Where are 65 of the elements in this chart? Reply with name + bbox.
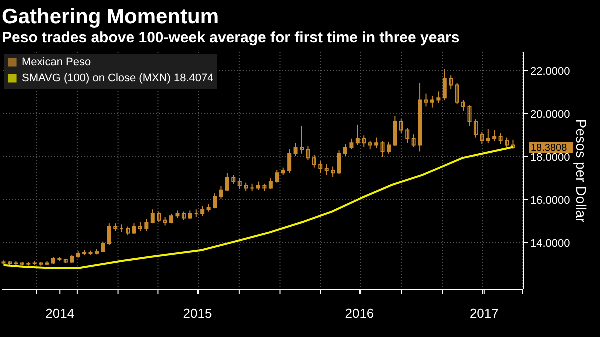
x-tick-label: 2017 bbox=[470, 306, 499, 321]
candlestick bbox=[312, 154, 316, 168]
y-axis-title: Pesos per Dollar bbox=[573, 119, 590, 224]
candlestick bbox=[170, 213, 174, 224]
candlestick bbox=[399, 119, 404, 134]
candlestick bbox=[225, 172, 230, 192]
candlestick bbox=[324, 164, 329, 176]
x-tick-label: 2015 bbox=[183, 306, 212, 321]
candlestick bbox=[200, 206, 205, 217]
y-tick-label: 16.0000 bbox=[530, 194, 570, 207]
candlestick bbox=[356, 124, 360, 146]
candlestick bbox=[480, 132, 484, 145]
x-tick-label: 2014 bbox=[46, 306, 75, 321]
legend-label: SMAVG (100) on Close (MXN) 18.4074 bbox=[22, 72, 214, 84]
candlestick bbox=[238, 178, 242, 190]
candlestick bbox=[343, 144, 348, 157]
candlestick bbox=[306, 146, 310, 161]
candlestick bbox=[468, 105, 472, 126]
chart-subtitle: Peso trades above 100-week average for first time in three years bbox=[2, 30, 460, 46]
candlestick bbox=[374, 137, 379, 150]
candlestick bbox=[505, 137, 510, 148]
candlestick bbox=[213, 193, 218, 210]
candlestick bbox=[331, 166, 336, 178]
candlestick bbox=[498, 133, 503, 145]
candlestick bbox=[455, 82, 460, 106]
candlestick bbox=[406, 128, 410, 144]
candlestick bbox=[492, 130, 497, 142]
candlestick bbox=[300, 125, 304, 154]
candlestick bbox=[318, 160, 323, 174]
candlestick bbox=[150, 209, 155, 224]
candlestick bbox=[474, 119, 478, 138]
candlestick bbox=[393, 116, 398, 147]
y-tick-label: 18.0000 bbox=[530, 152, 570, 164]
candlestick bbox=[412, 134, 416, 148]
candlestick bbox=[511, 139, 516, 150]
candlestick bbox=[219, 186, 224, 200]
candlestick bbox=[436, 91, 441, 104]
legend-label: Mexican Peso bbox=[22, 56, 92, 68]
candlestick bbox=[132, 223, 136, 235]
candlestick bbox=[449, 75, 454, 90]
line-series bbox=[2, 146, 514, 270]
candlestick bbox=[268, 178, 273, 190]
text: 18.3808 bbox=[531, 142, 568, 154]
candlestick bbox=[157, 211, 162, 224]
candlestick bbox=[294, 142, 298, 157]
candlestick bbox=[386, 142, 391, 154]
candlestick bbox=[424, 93, 428, 108]
y-tick-label: 20.0000 bbox=[530, 109, 570, 122]
candlestick bbox=[107, 223, 112, 246]
candlestick bbox=[350, 138, 354, 150]
candlestick bbox=[275, 169, 280, 184]
candlestick bbox=[337, 150, 342, 175]
candlestick bbox=[288, 149, 292, 174]
candlestick bbox=[380, 140, 385, 158]
candlestick bbox=[442, 68, 447, 101]
candlestick bbox=[144, 218, 149, 232]
candlestick bbox=[101, 241, 106, 254]
x-tick-label: 2016 bbox=[345, 306, 374, 321]
candlestick bbox=[486, 128, 490, 144]
candlestick bbox=[430, 95, 434, 108]
candlestick bbox=[462, 100, 466, 112]
candlestick bbox=[362, 135, 366, 148]
chart-title: Gathering Momentum bbox=[2, 6, 220, 28]
y-tick-label: 22.0000 bbox=[530, 66, 570, 78]
y-tick-label: 14.0000 bbox=[530, 238, 570, 250]
